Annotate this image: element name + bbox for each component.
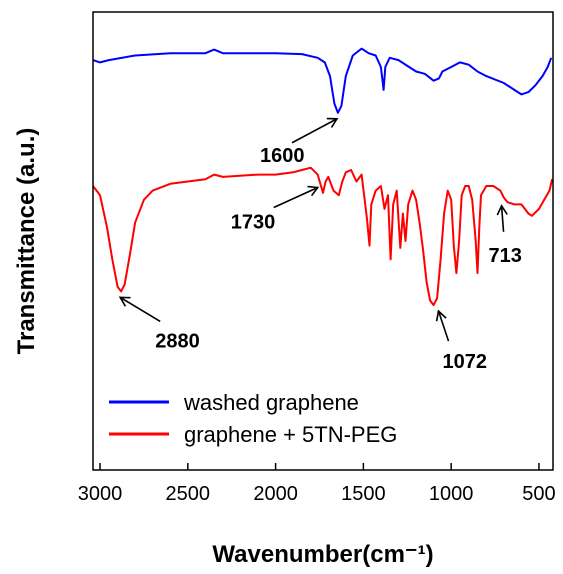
x-axis-ticks: 3000 2500 2000 1500 1000 500 xyxy=(78,463,556,505)
annotation-label-1600: 1600 xyxy=(260,145,305,167)
annotation-arrow xyxy=(500,205,505,232)
x-tick-label: 2500 xyxy=(166,483,211,505)
y-axis-title: Transmittance (a.u.) xyxy=(13,128,40,355)
annotation-label-2880: 2880 xyxy=(155,330,200,352)
peak-annotations: 1600 1730 2880 1072 713 xyxy=(118,117,522,373)
series-line-0 xyxy=(92,47,553,114)
annotation-arrow xyxy=(291,118,338,144)
x-axis-title: Wavenumber(cm⁻¹) xyxy=(212,541,433,568)
x-tick-label: 1500 xyxy=(341,483,386,505)
annotation-label-1730: 1730 xyxy=(231,211,276,233)
annotation-arrowhead xyxy=(435,309,447,322)
legend: washed graphene graphene + 5TN-PEG xyxy=(109,390,397,447)
annotation-arrowhead xyxy=(326,117,339,128)
annotation-arrowhead xyxy=(496,204,508,216)
legend-label-washed-graphene: washed graphene xyxy=(183,390,359,415)
annotation-arrow xyxy=(437,310,450,342)
annotation-arrow xyxy=(119,296,161,323)
annotation-label-713: 713 xyxy=(489,245,522,267)
annotation-label-1072: 1072 xyxy=(443,351,488,373)
plot-lines xyxy=(92,47,554,307)
annotation-arrowhead xyxy=(118,296,131,307)
x-tick-label: 500 xyxy=(522,483,555,505)
x-tick-label: 1000 xyxy=(429,483,474,505)
legend-label-graphene-5tn-peg: graphene + 5TN-PEG xyxy=(184,422,397,447)
x-tick-label: 3000 xyxy=(78,483,123,505)
annotation-arrow xyxy=(273,186,319,209)
plot-frame xyxy=(92,11,554,471)
series-line-1 xyxy=(92,166,554,307)
annotation-arrowhead xyxy=(307,185,320,197)
x-tick-label: 2000 xyxy=(253,483,298,505)
